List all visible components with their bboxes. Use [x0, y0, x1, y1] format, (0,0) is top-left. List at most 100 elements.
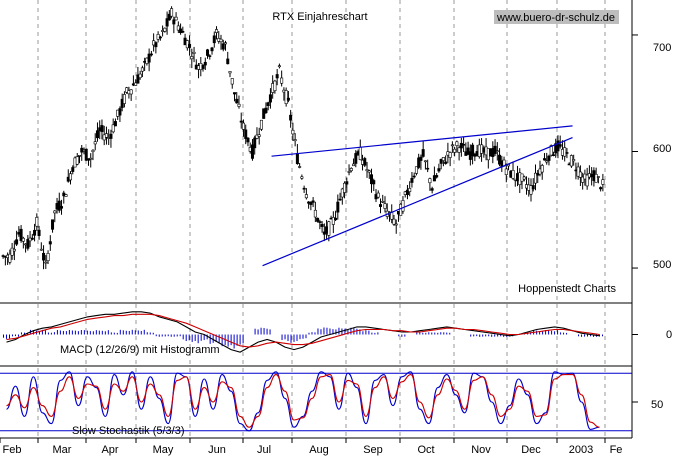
- candle-body: [498, 154, 502, 165]
- candle-body: [585, 174, 589, 187]
- macd-line: [6, 311, 600, 353]
- candle-body: [320, 224, 324, 227]
- candle-body: [241, 122, 245, 130]
- candle-body: [181, 30, 185, 33]
- candle-body: [277, 65, 281, 68]
- candle-body: [581, 176, 585, 183]
- candle-body: [259, 119, 263, 130]
- candle-body: [190, 56, 194, 60]
- candle-body: [381, 201, 385, 203]
- candle-body: [264, 107, 268, 114]
- candle-body: [313, 209, 317, 218]
- macd-panel: [2, 311, 638, 353]
- candle-body: [435, 175, 439, 178]
- candle-body: [428, 178, 432, 184]
- price-panel: [1, 6, 638, 270]
- x-tick-label: Oct: [417, 444, 434, 456]
- candle-body: [578, 171, 582, 178]
- candle-body: [212, 35, 216, 44]
- candle-body: [30, 237, 34, 240]
- candle-body: [531, 185, 535, 190]
- candle-body: [113, 121, 117, 127]
- x-tick-label: May: [153, 444, 174, 456]
- candle-body: [533, 172, 537, 184]
- candle-body: [122, 94, 126, 104]
- candle-body: [495, 150, 499, 152]
- candle-body: [12, 248, 16, 252]
- candle-body: [441, 157, 445, 161]
- candle-body: [450, 144, 454, 147]
- macd-tick-label-0: 0: [666, 329, 672, 341]
- candle-body: [334, 217, 338, 221]
- candle-body: [378, 204, 382, 207]
- candle-body: [455, 141, 459, 146]
- candle-body: [215, 29, 219, 33]
- candle-body: [167, 13, 171, 21]
- upper-trendline: [271, 125, 573, 157]
- candle-body: [33, 229, 37, 236]
- candle-body: [522, 176, 526, 180]
- candle-body: [273, 80, 277, 91]
- candle-body: [129, 89, 133, 95]
- candle-body: [188, 43, 192, 48]
- candle-body: [60, 206, 64, 209]
- candle-body: [286, 97, 290, 101]
- candle-body: [453, 148, 457, 153]
- candle-body: [338, 198, 342, 201]
- candle-body: [529, 185, 533, 195]
- candle-body: [69, 173, 73, 181]
- candle-body: [210, 47, 214, 52]
- candle-body: [291, 129, 295, 135]
- candle-body: [51, 219, 55, 230]
- candle-body: [262, 108, 266, 119]
- chart-title: RTX Einjahreschart: [272, 11, 367, 23]
- candle-body: [599, 187, 603, 190]
- candle-body: [174, 16, 178, 21]
- candle-body: [466, 147, 470, 155]
- candle-body: [224, 42, 228, 45]
- candle-body: [44, 261, 48, 264]
- x-tick-label: Apr: [101, 444, 118, 456]
- candle-body: [250, 144, 254, 159]
- candle-body: [149, 53, 153, 56]
- candle-body: [91, 149, 95, 153]
- candle-body: [410, 177, 414, 183]
- candle-body: [309, 201, 313, 205]
- x-tick-label: Aug: [309, 444, 329, 456]
- candle-body: [311, 200, 315, 203]
- candle-body: [284, 90, 288, 104]
- x-tick-label: Fe: [610, 444, 623, 456]
- candle-body: [462, 144, 466, 146]
- candle-body: [147, 53, 151, 63]
- candle-body: [203, 61, 207, 66]
- candle-body: [394, 223, 398, 226]
- candle-body: [179, 28, 183, 34]
- candle-body: [39, 248, 43, 251]
- candle-body: [158, 36, 162, 39]
- candle-body: [392, 218, 396, 225]
- candle-body: [118, 108, 122, 116]
- candle-body: [300, 176, 304, 179]
- candle-body: [459, 142, 463, 149]
- candle-body: [104, 133, 108, 138]
- candle-body: [77, 155, 81, 157]
- candle-body: [437, 168, 441, 172]
- candle-body: [542, 158, 546, 161]
- candle-body: [444, 161, 448, 164]
- stochastic-title: Slow Stochastik (5/3/3): [72, 425, 185, 437]
- candle-body: [426, 167, 430, 170]
- candle-body: [95, 130, 99, 139]
- candle-body: [439, 159, 443, 164]
- price-tick-label-600: 600: [653, 143, 671, 155]
- candle-body: [457, 147, 461, 153]
- candle-body: [304, 194, 308, 199]
- candle-body: [140, 67, 144, 72]
- candle-body: [219, 38, 223, 43]
- watermark-text: www.buero-dr-schulz.de: [496, 12, 615, 24]
- candle-body: [21, 237, 25, 242]
- x-tick-label: Feb: [3, 444, 22, 456]
- candle-body: [349, 168, 353, 172]
- candle-body: [547, 155, 551, 161]
- candle-body: [558, 144, 562, 147]
- candle-body: [37, 229, 41, 236]
